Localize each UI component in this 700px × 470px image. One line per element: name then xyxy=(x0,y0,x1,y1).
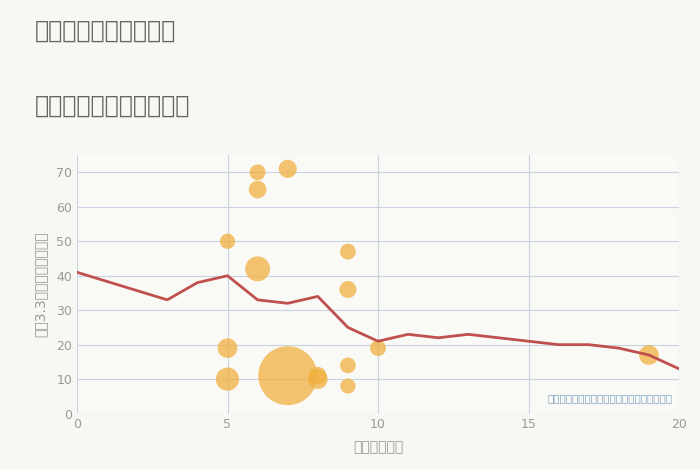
Point xyxy=(342,382,354,390)
Point xyxy=(312,376,323,383)
Point xyxy=(372,345,384,352)
Point xyxy=(342,248,354,255)
Point xyxy=(252,186,263,193)
Text: 円の大きさは、取引のあった物件面積を示す: 円の大きさは、取引のあった物件面積を示す xyxy=(548,393,673,403)
Point xyxy=(342,286,354,293)
Point xyxy=(252,169,263,176)
Point xyxy=(643,351,655,359)
Point xyxy=(222,376,233,383)
Point xyxy=(282,372,293,379)
Point xyxy=(222,345,233,352)
Text: 駅距離別中古戸建て価格: 駅距離別中古戸建て価格 xyxy=(35,94,190,118)
Text: 三重県鈴鹿市若松北の: 三重県鈴鹿市若松北の xyxy=(35,19,176,43)
Point xyxy=(282,165,293,172)
Point xyxy=(312,372,323,379)
Point xyxy=(222,237,233,245)
Point xyxy=(252,265,263,273)
Y-axis label: 坪（3.3㎡）単価（万円）: 坪（3.3㎡）単価（万円） xyxy=(34,232,48,337)
X-axis label: 駅距離（分）: 駅距離（分） xyxy=(353,440,403,454)
Point xyxy=(342,361,354,369)
